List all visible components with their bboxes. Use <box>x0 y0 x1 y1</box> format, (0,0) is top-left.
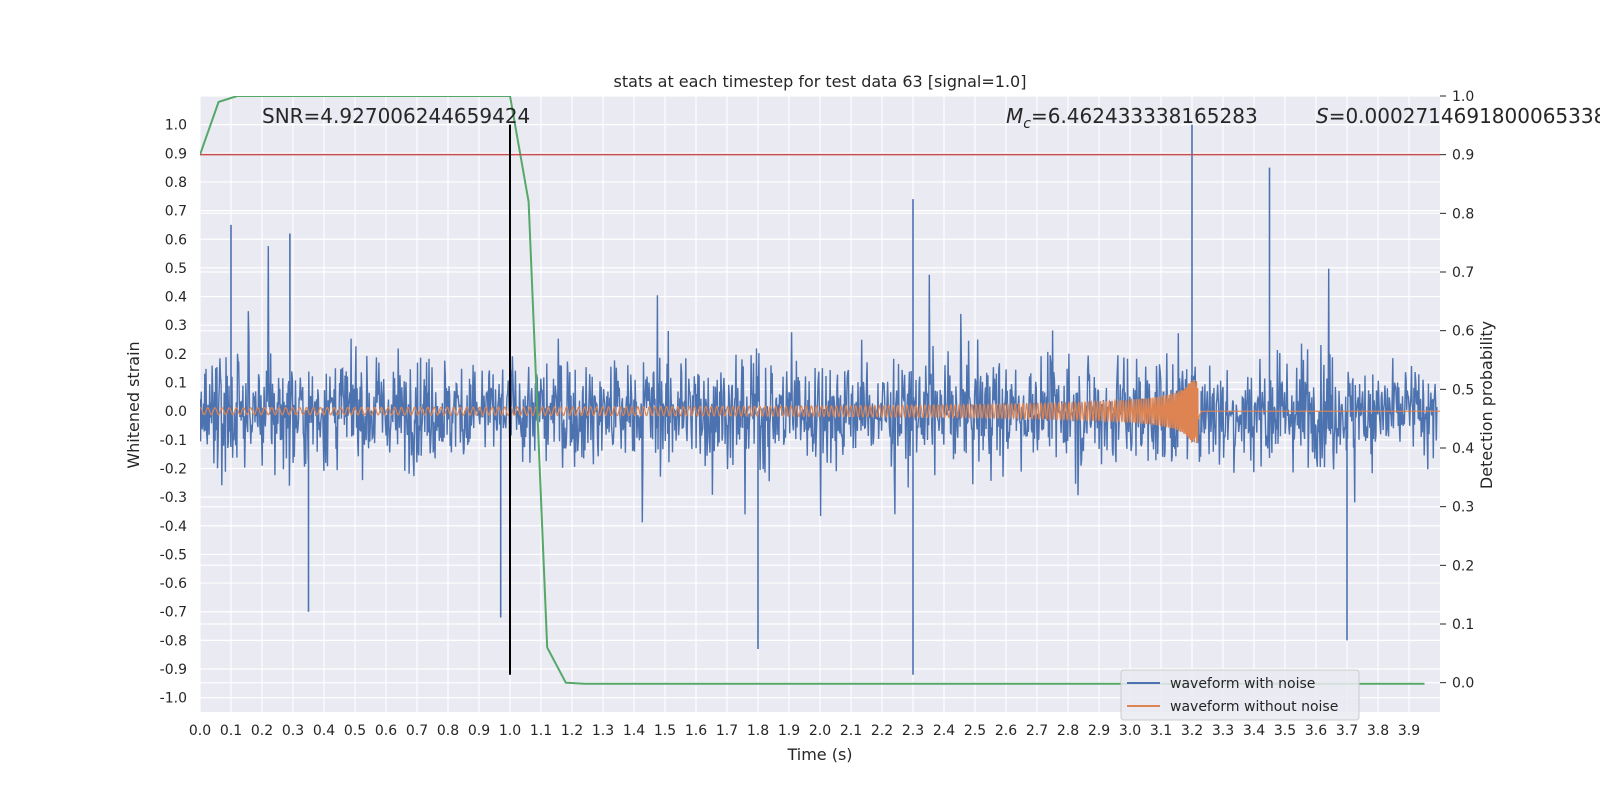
x-tick-label: 1.6 <box>685 723 707 739</box>
y2-tick-label: 0.6 <box>1452 324 1474 340</box>
x-axis-label: Time (s) <box>786 745 852 764</box>
x-tick-label: 2.2 <box>871 723 893 739</box>
y-tick-label: -1.0 <box>160 691 187 707</box>
y-tick-label: -0.7 <box>160 605 187 621</box>
legend-label-clean: waveform without noise <box>1170 699 1338 715</box>
x-tick-label: 3.0 <box>1119 723 1141 739</box>
y2-tick-label: 0.8 <box>1452 206 1474 222</box>
chirp-mass-value: =6.462433338165283 <box>1031 104 1258 128</box>
x-tick-label: 1.0 <box>499 723 521 739</box>
x-tick-label: 2.8 <box>1057 723 1079 739</box>
x-tick-label: 1.3 <box>592 723 614 739</box>
grid <box>199 95 1440 712</box>
x-tick-label: 3.9 <box>1398 723 1420 739</box>
x-tick-label: 0.2 <box>251 723 273 739</box>
y-tick-labels: -1.0 -0.9 -0.8 -0.7 -0.6 -0.5 -0.4 -0.3 -0.2 -0.1… <box>160 118 187 707</box>
chart-title: stats at each timestep for test data 63 … <box>614 72 1027 91</box>
chirp-trace <box>200 379 1440 443</box>
x-tick-label: 2.6 <box>995 723 1017 739</box>
x-tick-label: 1.4 <box>623 723 645 739</box>
x-tick-label: 0.6 <box>375 723 397 739</box>
x-tick-label: 0.0 <box>189 723 211 739</box>
x-tick-label: 0.9 <box>468 723 490 739</box>
y-tick-label: 0.4 <box>165 290 187 306</box>
x-tick-label: 1.8 <box>747 723 769 739</box>
y-tick-label: 0.0 <box>165 404 187 420</box>
y-tick-label: -0.1 <box>160 433 187 449</box>
detection-probability-series <box>200 96 1425 685</box>
legend-box <box>1120 669 1360 721</box>
x-tick-label: 3.3 <box>1212 723 1234 739</box>
x-tick-label: 1.7 <box>716 723 738 739</box>
x-tick-label: 3.8 <box>1367 723 1389 739</box>
chirp-mass-annotation: Mc=6.462433338165283 <box>1006 104 1258 132</box>
x-tick-label: 2.1 <box>840 723 862 739</box>
y-tick-label: -0.9 <box>160 662 187 678</box>
waveform-without-noise-series <box>200 379 1440 443</box>
spin-annotation: S=0.00027146918000653386 <box>1316 104 1600 128</box>
y2-tick-labels: 0.0 0.1 0.2 0.3 0.4 0.5 0.6 0.7 0.8 0.9 1.0 <box>1440 89 1474 692</box>
y-tick-label: 0.3 <box>165 318 187 334</box>
x-tick-label: 2.4 <box>933 723 955 739</box>
x-tick-label: 2.3 <box>902 723 924 739</box>
y-tick-label: 0.7 <box>165 204 187 220</box>
x-tick-label: 2.9 <box>1088 723 1110 739</box>
y2-tick-label: 0.3 <box>1452 500 1474 516</box>
probability-trace <box>200 96 1425 685</box>
x-tick-label: 3.5 <box>1274 723 1296 739</box>
x-tick-label: 2.7 <box>1026 723 1048 739</box>
x-tick-label: 3.4 <box>1243 723 1265 739</box>
y2-tick-label: 0.0 <box>1452 676 1474 692</box>
y2-tick-label: 0.7 <box>1452 265 1474 281</box>
y2-tick-label: 0.1 <box>1452 617 1474 633</box>
snr-annotation: SNR=4.927006244659424 <box>262 104 530 128</box>
x-tick-label: 3.1 <box>1150 723 1172 739</box>
y-tick-label: 0.1 <box>165 376 187 392</box>
x-tick-label: 3.7 <box>1336 723 1358 739</box>
legend-label-noise: waveform with noise <box>1170 676 1315 692</box>
spin-symbol: S <box>1316 104 1329 128</box>
x-tick-label: 1.9 <box>778 723 800 739</box>
x-tick-label: 0.8 <box>437 723 459 739</box>
y-tick-label: -0.3 <box>160 490 187 506</box>
y2-axis-label: Detection probability <box>1477 321 1496 489</box>
x-tick-label: 0.1 <box>220 723 242 739</box>
y-tick-label: 1.0 <box>165 118 187 134</box>
y2-tick-label: 0.2 <box>1452 558 1474 574</box>
x-tick-label: 2.5 <box>964 723 986 739</box>
y-tick-label: 0.9 <box>165 146 187 162</box>
y-tick-label: -0.2 <box>160 461 187 477</box>
y-tick-label: -0.5 <box>160 547 187 563</box>
x-tick-label: 1.2 <box>561 723 583 739</box>
y-tick-label: -0.4 <box>160 519 187 535</box>
noise-trace <box>200 246 1438 523</box>
chirp-mass-subscript: c <box>1023 116 1031 132</box>
spin-value: =0.00027146918000653386 <box>1329 104 1600 128</box>
x-tick-label: 0.7 <box>406 723 428 739</box>
y-axis-label: Whitened strain <box>124 341 143 468</box>
y2-tick-label: 0.5 <box>1452 382 1474 398</box>
y2-tick-label: 0.4 <box>1452 441 1474 457</box>
y-tick-label: -0.6 <box>160 576 187 592</box>
y-tick-label: 0.2 <box>165 347 187 363</box>
x-tick-label: 3.6 <box>1305 723 1327 739</box>
y2-tick-label: 0.9 <box>1452 148 1474 164</box>
y-tick-label: 0.6 <box>165 232 187 248</box>
waveform-with-noise-series <box>200 124 1438 675</box>
x-tick-label: 3.2 <box>1181 723 1203 739</box>
x-tick-label: 0.3 <box>282 723 304 739</box>
y2-tick-label: 1.0 <box>1452 89 1474 105</box>
x-tick-label: 1.1 <box>530 723 552 739</box>
legend: waveform with noise waveform without noi… <box>1120 669 1360 721</box>
x-tick-label: 0.5 <box>344 723 366 739</box>
chirp-mass-symbol: M <box>1006 104 1023 128</box>
x-tick-label: 0.4 <box>313 723 335 739</box>
x-tick-label: 1.5 <box>654 723 676 739</box>
x-tick-label: 2.0 <box>809 723 831 739</box>
y-tick-label: -0.8 <box>160 633 187 649</box>
x-tick-labels: 0.0 0.1 0.2 0.3 0.4 0.5 0.6 0.7 0.8 0.9 1.0 1.1 1.2 1… <box>189 723 1420 739</box>
y-tick-label: 0.8 <box>165 175 187 191</box>
y-tick-label: 0.5 <box>165 261 187 277</box>
